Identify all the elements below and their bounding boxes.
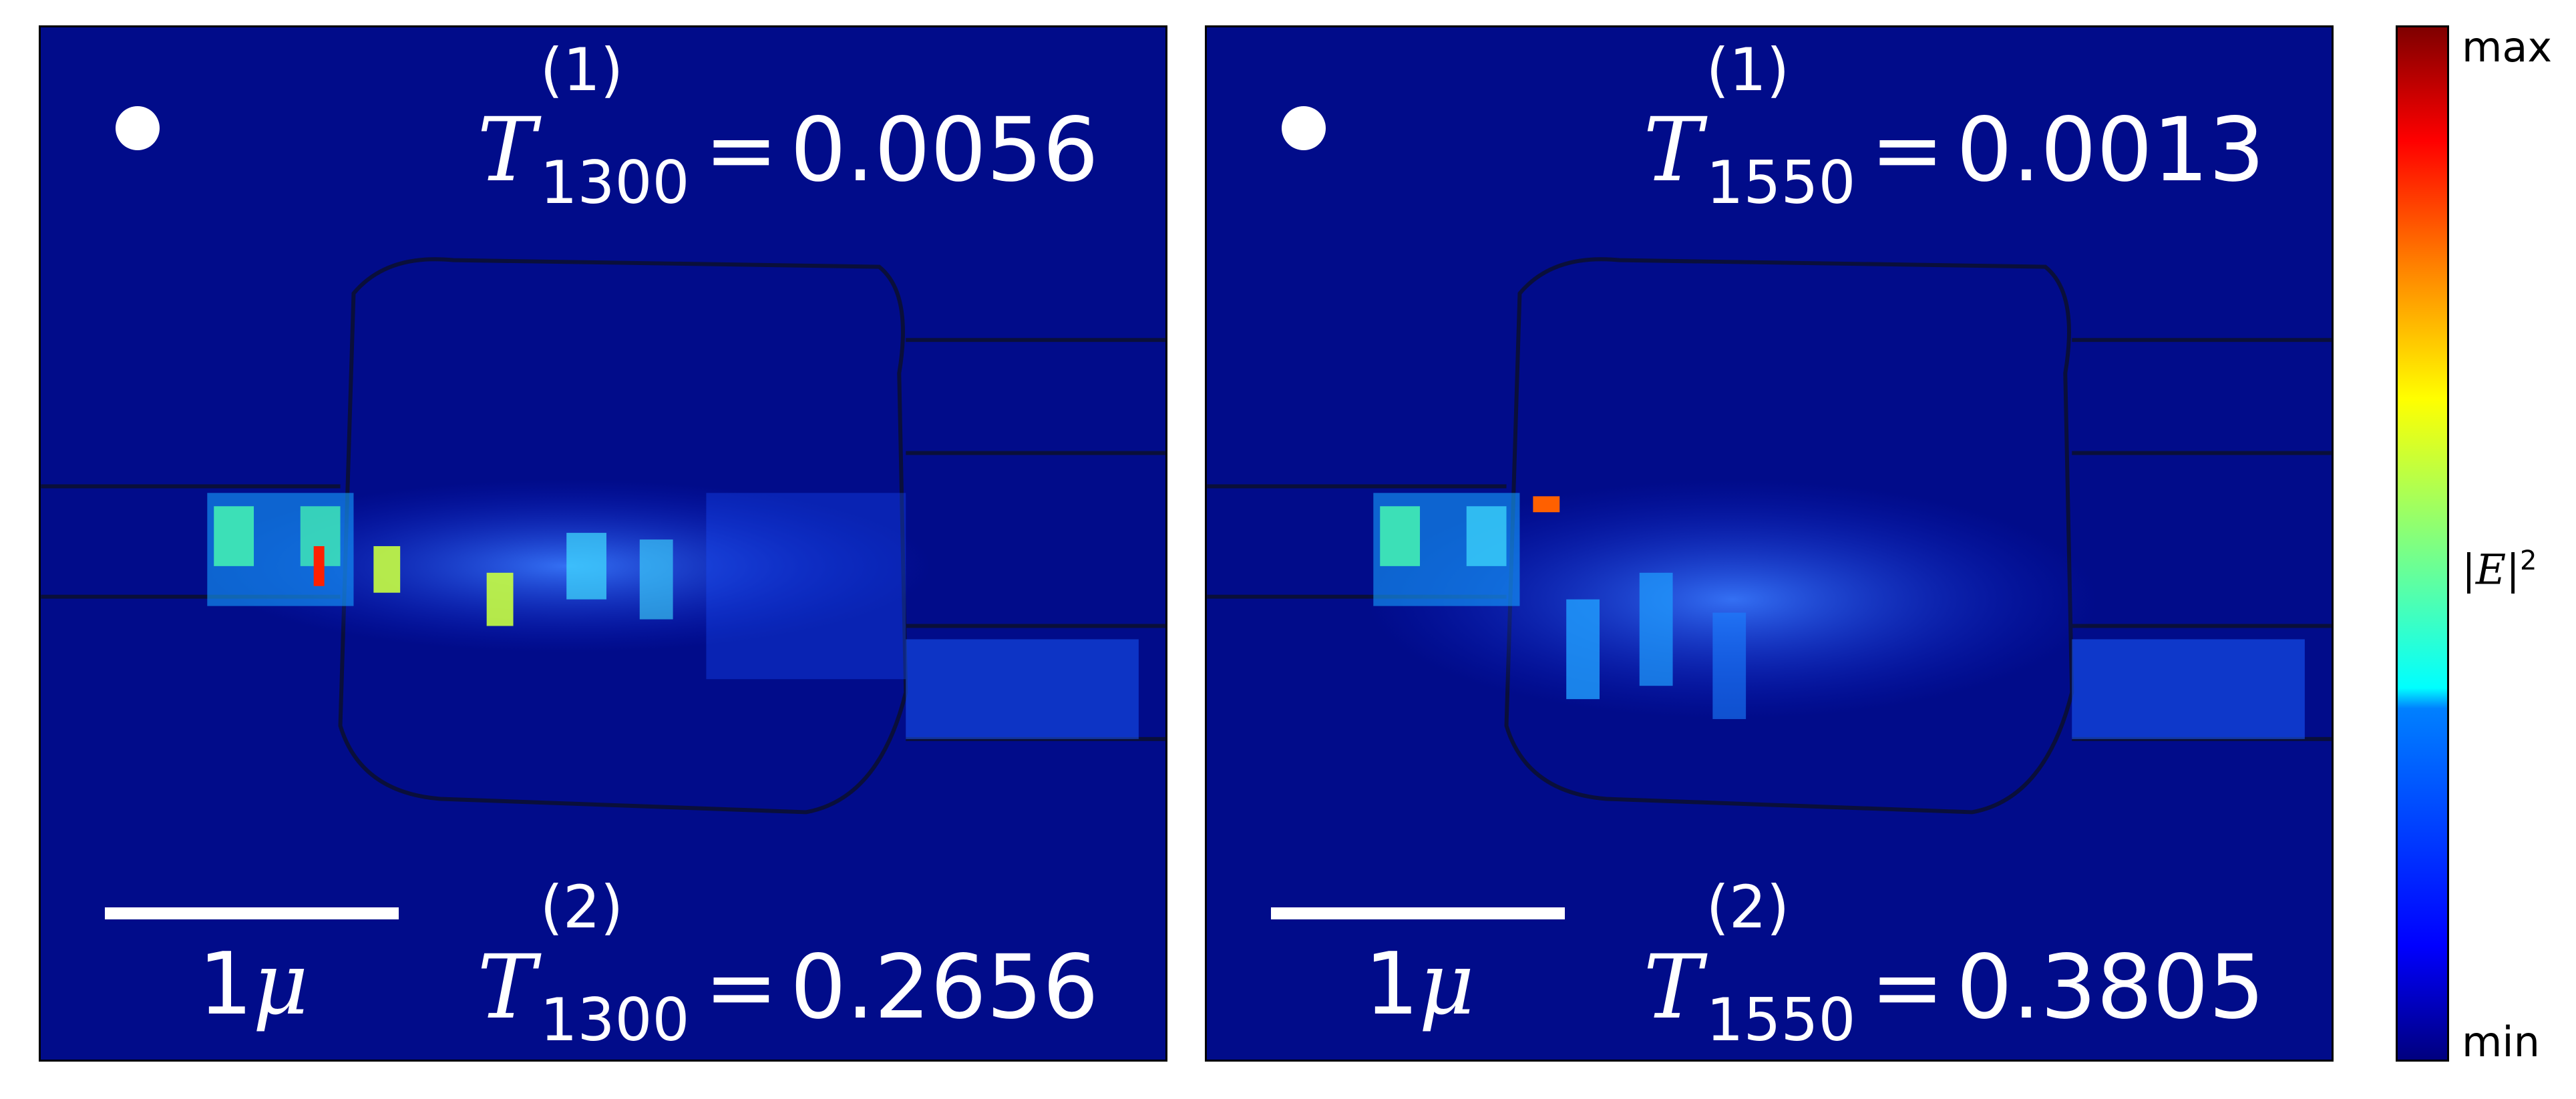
colorbar	[2396, 25, 2449, 1062]
transmission-port2-value: 0.3805	[1956, 936, 2265, 1039]
field-intensity-map	[41, 257, 1165, 815]
transmission-port2-label: T (2) 1550 = 0.3805	[1643, 873, 2265, 1054]
field-panel-1300: T (1) 1300 = 0.0056 T (2) 1300 = 0.2656 1μ	[39, 25, 1167, 1062]
colorbar-min-label: min	[2462, 1018, 2540, 1066]
waveguide-output-top	[906, 338, 1165, 455]
transmission-port1-value: 0.0013	[1956, 99, 2265, 202]
colorbar-quantity-label: |E|2	[2462, 545, 2537, 594]
field-panel-1550: T (1) 1550 = 0.0013 T (2) 1550 = 0.3805 1μ	[1205, 25, 2334, 1062]
transmission-port2-value: 0.2656	[790, 936, 1099, 1039]
transmission-port1-label: T (1) 1300 = 0.0056	[477, 35, 1099, 217]
transmission-port1-value: 0.0056	[790, 99, 1099, 202]
scale-bar	[1271, 907, 1565, 919]
transmission-port1-label: T (1) 1550 = 0.0013	[1643, 35, 2265, 217]
colorbar-max-label: max	[2462, 23, 2553, 71]
transmission-port2-label: T (2) 1300 = 0.2656	[477, 873, 1099, 1054]
waveguide-output-top	[2072, 338, 2332, 455]
scale-bar-label: 1μ	[198, 935, 309, 1034]
panel-marker-dot	[116, 106, 160, 150]
design-region-outline	[338, 257, 908, 815]
scale-bar-label: 1μ	[1364, 935, 1475, 1034]
scale-bar	[105, 907, 399, 919]
field-intensity-map	[1207, 257, 2332, 815]
panel-marker-dot	[1282, 106, 1326, 150]
